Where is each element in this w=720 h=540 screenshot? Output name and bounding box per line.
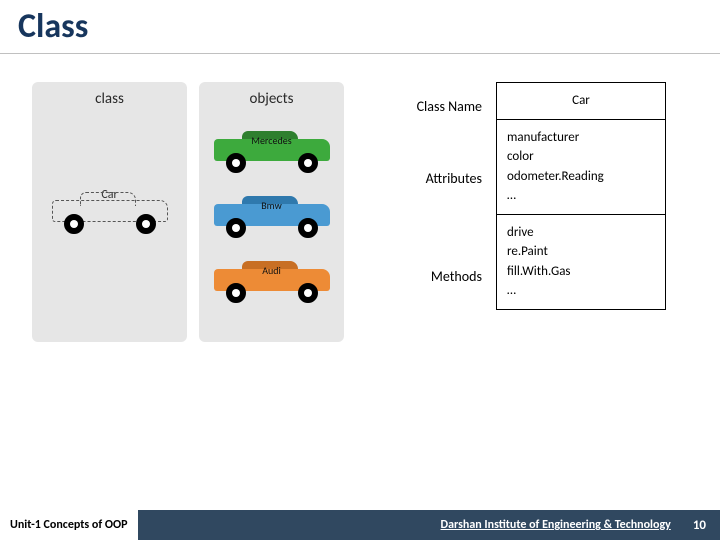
class-method: drive <box>507 223 655 243</box>
class-attribute: odometer.Reading <box>507 167 655 187</box>
row-label-methods: Methods <box>382 238 482 328</box>
object-car-label: Mercedes <box>251 134 291 147</box>
class-diagram-row-labels: Class Name Attributes Methods <box>382 82 482 328</box>
class-box-attributes: manufacturercolorodometer.Reading… <box>497 120 665 215</box>
objects-panel: objects Mercedes Bmw Audi <box>199 82 344 342</box>
slide-header: Class <box>0 0 720 54</box>
class-attribute: manufacturer <box>507 128 655 148</box>
class-car-outline: Car <box>50 174 170 242</box>
slide-footer: Unit-1 Concepts of OOP Darshan Institute… <box>0 510 720 540</box>
row-label-attributes: Attributes <box>382 136 482 238</box>
footer-page-number: 10 <box>693 518 720 533</box>
object-cars-list: Mercedes Bmw Audi <box>212 116 332 311</box>
object-car-label: Audi <box>262 264 281 277</box>
objects-panel-label: objects <box>249 90 293 108</box>
footer-institute: Darshan Institute of Engineering & Techn… <box>441 518 693 532</box>
class-method: fill.With.Gas <box>507 262 655 282</box>
class-box-methods: drivere.Paintfill.With.Gas… <box>497 215 665 309</box>
footer-unit-label: Unit-1 Concepts of OOP <box>0 510 138 540</box>
class-attribute: color <box>507 147 655 167</box>
slide-title: Class <box>18 6 702 47</box>
class-panel-label: class <box>95 90 124 108</box>
class-attribute: … <box>507 186 655 206</box>
class-box-name: Car <box>497 83 665 120</box>
row-label-classname: Class Name <box>382 98 482 136</box>
class-method: re.Paint <box>507 242 655 262</box>
class-diagram-area: Class Name Attributes Methods Car manufa… <box>382 82 688 474</box>
slide-content: class Car objects Mercedes Bmw Audi Class … <box>0 54 720 474</box>
car-outline-icon <box>50 190 170 234</box>
class-method: … <box>507 281 655 301</box>
class-panel: class Car <box>32 82 187 342</box>
object-car-label: Bmw <box>261 199 282 212</box>
class-box: Car manufacturercolorodometer.Reading… d… <box>496 82 666 310</box>
